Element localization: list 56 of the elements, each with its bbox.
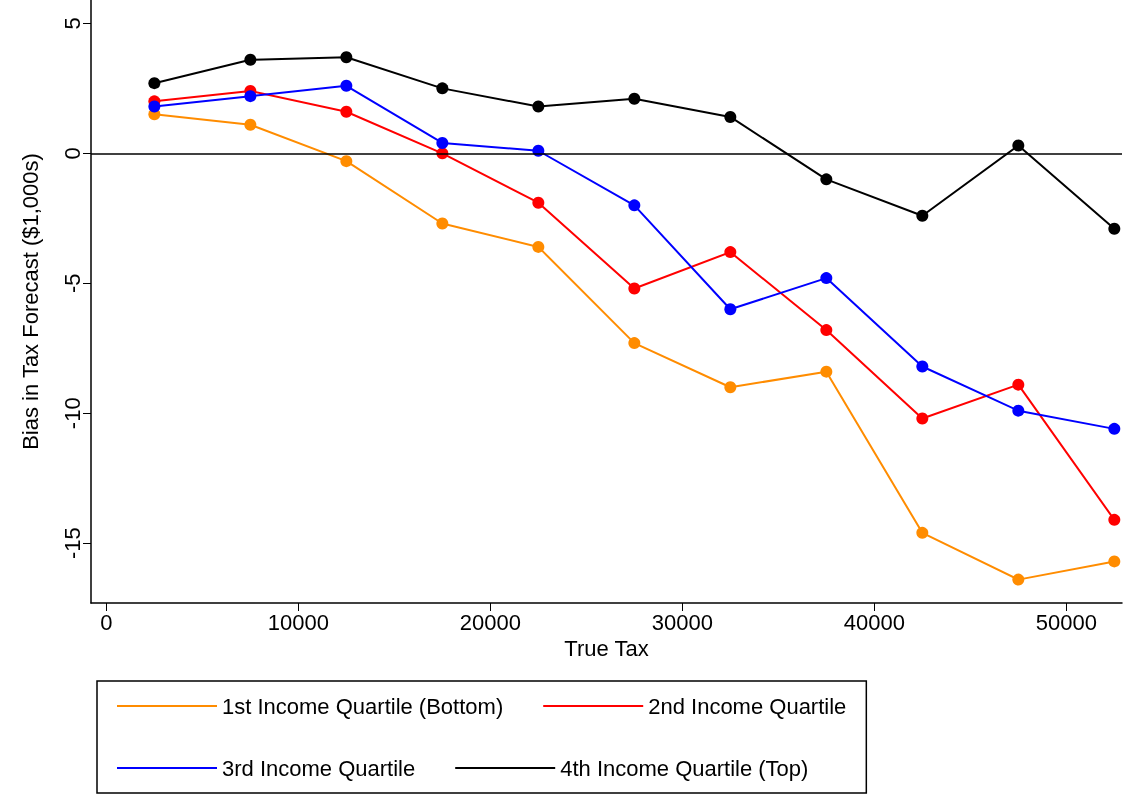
y-tick-label: -5 xyxy=(59,273,85,294)
point xyxy=(1012,139,1025,152)
point xyxy=(1108,513,1121,526)
point xyxy=(1108,422,1121,435)
point xyxy=(532,100,545,113)
legend-label: 2nd Income Quartile xyxy=(648,693,847,719)
x-tick-label: 40000 xyxy=(843,609,905,635)
point xyxy=(628,282,641,295)
point xyxy=(532,196,545,209)
point xyxy=(916,360,929,373)
point xyxy=(820,324,833,337)
point xyxy=(340,79,353,92)
y-axis-title: Bias in Tax Forecast ($1,000s) xyxy=(17,153,43,450)
y-tick-label: -10 xyxy=(59,397,85,430)
legend-label: 4th Income Quartile (Top) xyxy=(560,755,809,781)
legend-label: 3rd Income Quartile xyxy=(222,755,416,781)
point xyxy=(916,526,929,539)
point xyxy=(148,100,161,113)
x-tick-label: 10000 xyxy=(267,609,329,635)
point xyxy=(436,82,449,95)
point xyxy=(1012,404,1025,417)
x-tick-label: 20000 xyxy=(459,609,521,635)
point xyxy=(628,199,641,212)
point xyxy=(244,90,257,103)
point xyxy=(916,209,929,222)
x-tick-label: 30000 xyxy=(651,609,713,635)
point xyxy=(244,118,257,131)
legend-label: 1st Income Quartile (Bottom) xyxy=(222,693,504,719)
point xyxy=(1108,222,1121,235)
point xyxy=(724,303,737,316)
point xyxy=(820,365,833,378)
point xyxy=(244,53,257,66)
y-tick-label: 5 xyxy=(59,17,85,30)
point xyxy=(628,92,641,105)
point xyxy=(340,155,353,168)
point xyxy=(724,246,737,259)
point xyxy=(340,105,353,118)
point xyxy=(1012,573,1025,586)
point xyxy=(1108,555,1121,568)
point xyxy=(340,51,353,64)
point xyxy=(148,77,161,90)
y-tick-label: -15 xyxy=(59,527,85,560)
point xyxy=(436,217,449,230)
point xyxy=(820,272,833,285)
point xyxy=(724,110,737,123)
point xyxy=(628,337,641,350)
y-tick-label: 0 xyxy=(59,147,85,160)
point xyxy=(436,136,449,149)
point xyxy=(916,412,929,425)
point xyxy=(1012,378,1025,391)
point xyxy=(820,173,833,186)
point xyxy=(724,381,737,394)
point xyxy=(532,240,545,253)
x-tick-label: 0 xyxy=(100,609,113,635)
x-tick-label: 50000 xyxy=(1035,609,1097,635)
x-axis-title: True Tax xyxy=(564,636,649,662)
